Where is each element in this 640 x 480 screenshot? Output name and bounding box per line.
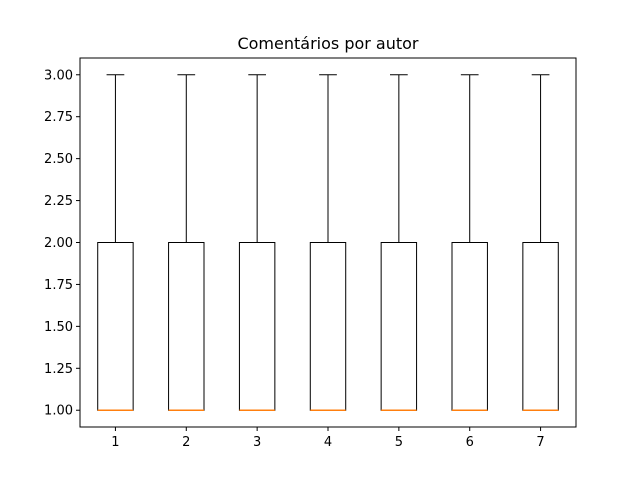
box xyxy=(380,242,418,411)
x-tick-label: 3 xyxy=(253,435,261,450)
y-tick-label: 2.75 xyxy=(44,110,73,125)
y-tick-label: 2.00 xyxy=(44,236,73,251)
y-tick-label: 1.75 xyxy=(44,278,73,293)
box xyxy=(97,242,134,411)
y-tick-label: 2.50 xyxy=(44,152,73,167)
box xyxy=(168,242,205,411)
x-tick-label: 4 xyxy=(324,435,332,450)
x-tick-label: 7 xyxy=(536,435,544,450)
box xyxy=(238,242,276,411)
box xyxy=(522,242,559,411)
x-tick-label: 6 xyxy=(466,435,474,450)
y-tick-label: 2.25 xyxy=(44,194,73,209)
x-tick-label: 1 xyxy=(111,435,119,450)
y-tick-label: 1.25 xyxy=(44,362,73,377)
plot-frame xyxy=(79,57,577,428)
y-tick-label: 3.00 xyxy=(44,68,73,83)
plot-area: 1.00 1.25 1.50 1.75 2.00 2.25 2.50 2.75 3.00 1 2 3 4… xyxy=(44,68,559,450)
x-tick-label: 5 xyxy=(395,435,403,450)
y-tick-label: 1.50 xyxy=(44,320,73,335)
chart-title: Comentários por autor xyxy=(237,34,418,53)
box xyxy=(451,242,488,411)
y-tick-label: 1.00 xyxy=(44,404,73,419)
box xyxy=(309,242,347,411)
x-tick-label: 2 xyxy=(182,435,190,450)
